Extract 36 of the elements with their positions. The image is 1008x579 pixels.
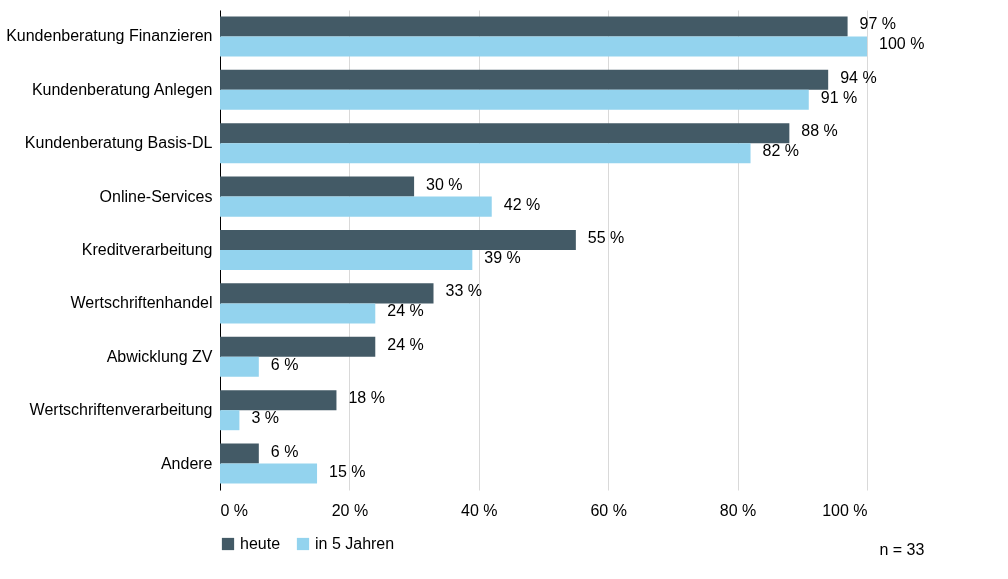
y-tick-label: Andere: [160, 454, 213, 472]
x-tick-label: 60 %: [590, 501, 627, 519]
data-label: 18 %: [348, 389, 385, 407]
y-tick-label: Kundenberatung Basis-DL: [24, 134, 213, 152]
data-label: 91 %: [820, 88, 858, 106]
data-label: 39 %: [484, 249, 521, 267]
data-label: 15 %: [329, 462, 366, 480]
x-tick-label: 100 %: [822, 501, 868, 519]
legend-label: heute: [240, 535, 281, 552]
data-label: 24 %: [387, 335, 424, 353]
data-label: 97 %: [859, 15, 897, 33]
data-label: 24 %: [387, 302, 424, 320]
data-label: 82 %: [762, 142, 800, 160]
data-label: 30 %: [426, 175, 463, 193]
data-label: 42 %: [503, 195, 541, 213]
x-tick-label: 20 %: [331, 501, 369, 519]
y-tick-label: Abwicklung ZV: [106, 347, 213, 365]
data-label: 100 %: [879, 35, 925, 53]
x-tick-label: 40 %: [461, 501, 498, 519]
y-tick-label: Wertschriftenverarbeitung: [29, 401, 213, 419]
y-tick-label: Kundenberatung Anlegen: [31, 80, 213, 98]
data-label: 88 %: [801, 122, 838, 140]
x-tick-label: 0 %: [220, 501, 249, 519]
y-tick-label: Wertschriftenhandel: [70, 294, 213, 312]
y-tick-label: Kundenberatung Finanzieren: [6, 27, 213, 45]
data-label: 55 %: [587, 228, 625, 246]
data-label: 3 %: [251, 409, 279, 427]
data-label: 33 %: [445, 282, 482, 300]
data-label: 6 %: [270, 442, 299, 460]
text: n = 33: [879, 541, 925, 558]
data-label: 6 %: [270, 355, 299, 373]
x-tick-label: 80 %: [719, 501, 757, 519]
data-label: 94 %: [840, 68, 877, 86]
legend-label: in 5 Jahren: [315, 535, 395, 552]
y-tick-label: Online-Services: [99, 187, 213, 205]
y-tick-label: Kreditverarbeitung: [81, 241, 213, 258]
